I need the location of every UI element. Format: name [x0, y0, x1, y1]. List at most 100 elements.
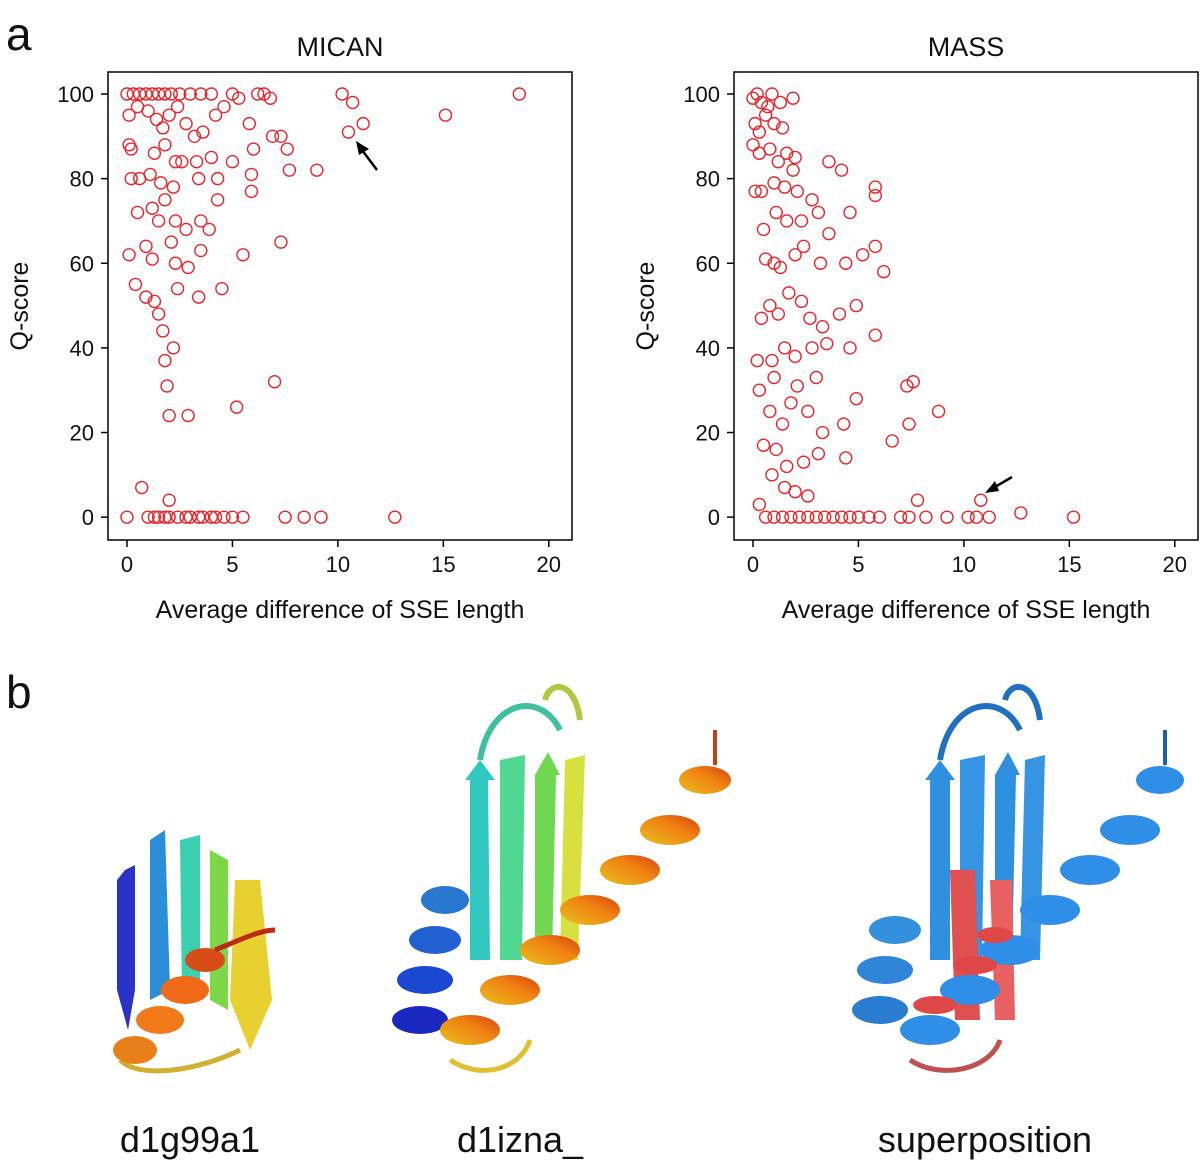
- protein-structure: [392, 683, 731, 1073]
- data-point: [775, 510, 790, 524]
- data-point: [910, 493, 925, 507]
- x-tick-label: 0: [747, 552, 759, 577]
- data-point: [170, 99, 185, 114]
- data-point: [181, 260, 195, 275]
- data-point: [164, 235, 178, 249]
- data-point: [267, 375, 282, 389]
- data-point: [796, 239, 811, 254]
- data-point: [162, 108, 176, 122]
- data-point: [147, 146, 162, 160]
- data-point: [251, 87, 265, 101]
- data-point: [931, 404, 946, 419]
- data-point: [803, 311, 817, 325]
- chart-title: MASS: [928, 32, 1005, 62]
- protein-structure: [113, 830, 276, 1074]
- y-tick-label: 100: [683, 82, 720, 107]
- y-tick-label: 20: [70, 421, 94, 446]
- data-point: [282, 163, 297, 177]
- data-point: [145, 201, 159, 215]
- data-point: [160, 379, 174, 393]
- data-point: [244, 184, 259, 199]
- data-point: [750, 353, 764, 368]
- data-point: [773, 95, 788, 110]
- data-point: [141, 510, 155, 524]
- x-tick-label: 5: [852, 552, 864, 577]
- data-point: [752, 125, 767, 139]
- data-point: [761, 99, 775, 114]
- data-point: [196, 125, 210, 139]
- data-point: [769, 205, 783, 220]
- data-point: [122, 248, 136, 262]
- data-point: [849, 391, 864, 406]
- data-point: [225, 155, 240, 169]
- data-point: [786, 91, 800, 105]
- data-point: [128, 277, 143, 292]
- data-point: [143, 167, 157, 182]
- data-point: [135, 480, 149, 495]
- data-point: [811, 205, 826, 220]
- data-point: [147, 510, 162, 524]
- data-point: [145, 252, 159, 266]
- data-point: [767, 510, 781, 524]
- data-point: [969, 510, 984, 524]
- data-point: [194, 214, 208, 228]
- data-point: [811, 446, 826, 461]
- y-axis-label: Q-score: [6, 262, 34, 351]
- data-point: [809, 370, 823, 385]
- data-point: [149, 112, 164, 127]
- data-point: [817, 510, 832, 524]
- data-point: [839, 451, 853, 465]
- data-point: [191, 290, 206, 304]
- data-point: [885, 434, 899, 448]
- data-point: [758, 252, 773, 266]
- data-point: [843, 205, 857, 220]
- data-point: [839, 256, 853, 270]
- data-point: [166, 341, 181, 355]
- data-point: [868, 180, 883, 194]
- structure-label: d1g99a1: [120, 1119, 260, 1160]
- data-point: [147, 294, 162, 309]
- data-point: [758, 108, 773, 122]
- data-point: [120, 510, 134, 524]
- data-point: [780, 214, 794, 228]
- data-point: [181, 408, 195, 423]
- data-point: [156, 121, 170, 135]
- data-point: [868, 239, 883, 254]
- data-point: [877, 265, 891, 279]
- data-point: [809, 510, 823, 524]
- data-point: [179, 116, 193, 131]
- data-point: [784, 396, 798, 410]
- data-point: [236, 510, 250, 524]
- data-point: [763, 404, 777, 419]
- data-point: [872, 510, 887, 524]
- data-point: [775, 121, 790, 135]
- data-point: [796, 455, 811, 469]
- data-point: [788, 248, 802, 262]
- data-point: [790, 184, 804, 199]
- data-point: [805, 193, 819, 207]
- data-point: [166, 180, 181, 194]
- data-point: [801, 404, 815, 419]
- x-tick-label: 0: [121, 552, 133, 577]
- data-point: [801, 510, 815, 524]
- data-point: [1014, 506, 1028, 520]
- data-point: [191, 171, 206, 186]
- data-point: [345, 95, 360, 110]
- data-point: [820, 336, 834, 351]
- data-point: [822, 155, 836, 169]
- data-point: [756, 222, 771, 237]
- data-point: [189, 155, 204, 169]
- data-point: [805, 341, 819, 355]
- data-point: [784, 510, 798, 524]
- data-point: [187, 129, 202, 144]
- data-point: [786, 163, 800, 177]
- y-tick-label: 40: [696, 336, 720, 361]
- data-point: [765, 353, 779, 368]
- data-point: [843, 341, 857, 355]
- x-tick-label: 15: [1057, 552, 1081, 577]
- data-point: [232, 91, 246, 105]
- data-point: [855, 248, 870, 262]
- data-point: [902, 510, 916, 524]
- chart-title: MICAN: [297, 32, 384, 62]
